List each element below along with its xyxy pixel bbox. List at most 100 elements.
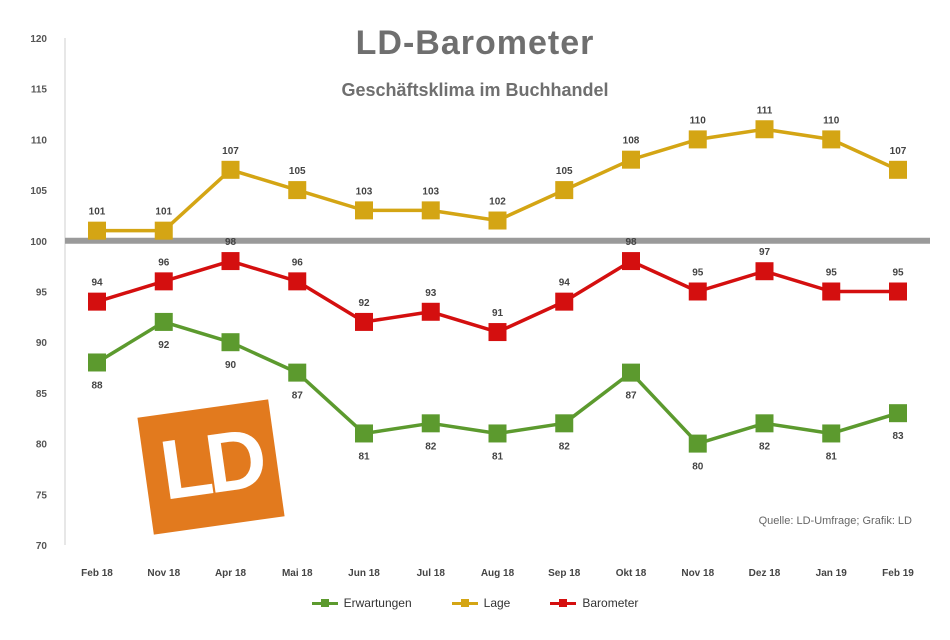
- legend-swatch-erwartungen: [311, 598, 338, 607]
- data-point-barometer: [555, 292, 574, 311]
- series-line-barometer: [96, 259, 898, 334]
- x-tick-label: Sep 18: [548, 568, 581, 579]
- data-point-lage: [288, 181, 307, 200]
- x-tick-label: Apr 18: [215, 568, 247, 579]
- data-point-barometer: [421, 302, 440, 321]
- data-point-barometer: [755, 262, 774, 281]
- data-label-erwartungen: 81: [358, 451, 370, 462]
- data-point-lage: [755, 120, 774, 139]
- legend-item-erwartungen: Erwartungen: [311, 596, 412, 610]
- data-label-erwartungen: 92: [158, 340, 170, 351]
- y-tick-label: 110: [31, 135, 48, 146]
- data-label-erwartungen: 80: [692, 462, 704, 473]
- y-tick-label: 85: [36, 389, 48, 400]
- data-point-lage: [488, 211, 507, 230]
- legend-item-barometer: Barometer: [550, 596, 638, 610]
- data-point-erwartungen: [288, 363, 307, 382]
- legend-label-barometer: Barometer: [582, 596, 639, 610]
- data-label-erwartungen: 90: [225, 360, 237, 371]
- y-tick-label: 120: [30, 34, 47, 45]
- data-label-barometer: 94: [559, 278, 571, 289]
- data-point-erwartungen: [88, 353, 106, 372]
- data-label-lage: 111: [757, 105, 773, 116]
- x-tick-label: Jan 19: [816, 568, 848, 579]
- x-tick-label: Okt 18: [616, 568, 647, 579]
- data-point-barometer: [488, 323, 507, 342]
- data-point-lage: [88, 221, 106, 240]
- data-label-erwartungen: 82: [425, 441, 437, 452]
- data-label-barometer: 92: [358, 298, 370, 309]
- y-tick-label: 75: [36, 490, 48, 501]
- legend-label-lage: Lage: [483, 596, 511, 610]
- chart-title: LD-Barometer: [355, 24, 595, 62]
- source-note: Quelle: LD-Umfrage; Grafik: LD: [758, 515, 912, 527]
- data-point-barometer: [688, 282, 707, 301]
- data-label-barometer: 95: [892, 268, 904, 279]
- data-label-lage: 110: [823, 115, 840, 126]
- legend-item-lage: Lage: [451, 596, 511, 610]
- data-label-barometer: 98: [625, 237, 637, 248]
- data-label-lage: 101: [89, 207, 106, 218]
- data-point-lage: [688, 130, 707, 149]
- y-tick-label: 115: [31, 85, 48, 96]
- data-point-lage: [154, 221, 173, 240]
- data-label-barometer: 96: [158, 257, 170, 268]
- data-label-lage: 105: [556, 166, 573, 177]
- x-tick-label: Jun 18: [348, 568, 380, 579]
- data-point-barometer: [822, 282, 841, 301]
- data-label-erwartungen: 83: [892, 431, 904, 442]
- data-label-barometer: 94: [91, 278, 103, 289]
- y-tick-label: 80: [36, 440, 48, 451]
- data-label-lage: 103: [356, 186, 373, 197]
- y-tick-label: 105: [30, 186, 47, 197]
- data-label-lage: 102: [489, 197, 506, 208]
- data-point-erwartungen: [488, 424, 507, 443]
- data-point-lage: [822, 130, 841, 149]
- data-point-lage: [555, 181, 574, 200]
- legend-label-erwartungen: Erwartungen: [343, 596, 412, 610]
- data-point-erwartungen: [822, 424, 841, 443]
- data-point-erwartungen: [688, 434, 707, 453]
- data-point-erwartungen: [889, 404, 907, 423]
- data-label-erwartungen: 87: [625, 391, 637, 402]
- data-point-erwartungen: [755, 414, 774, 433]
- data-point-lage: [889, 160, 907, 179]
- ld-logo: LD: [137, 399, 285, 535]
- legend-swatch-barometer: [550, 598, 577, 607]
- data-label-barometer: 97: [759, 247, 771, 258]
- data-label-erwartungen: 81: [492, 451, 504, 462]
- data-label-barometer: 93: [425, 288, 437, 299]
- data-point-erwartungen: [622, 363, 640, 382]
- data-point-lage: [221, 160, 240, 179]
- data-label-erwartungen: 82: [759, 441, 771, 452]
- data-point-erwartungen: [221, 333, 240, 352]
- data-label-erwartungen: 81: [826, 451, 838, 462]
- data-point-barometer: [154, 272, 173, 291]
- data-point-lage: [622, 150, 640, 169]
- legend: Erwartungen Lage Barometer: [0, 596, 950, 610]
- data-label-lage: 107: [890, 146, 907, 157]
- data-point-erwartungen: [154, 312, 173, 331]
- data-point-barometer: [355, 312, 373, 331]
- data-label-barometer: 98: [225, 237, 237, 248]
- x-tick-label: Feb 18: [81, 568, 113, 579]
- data-point-erwartungen: [421, 414, 440, 433]
- data-point-barometer: [221, 252, 240, 271]
- data-point-barometer: [288, 272, 307, 291]
- data-label-erwartungen: 82: [559, 441, 571, 452]
- data-label-lage: 101: [155, 207, 172, 218]
- data-label-lage: 105: [289, 166, 306, 177]
- x-tick-label: Jul 18: [417, 568, 446, 579]
- data-point-barometer: [622, 252, 640, 271]
- data-label-lage: 103: [422, 186, 439, 197]
- x-tick-label: Aug 18: [481, 568, 515, 579]
- data-point-lage: [421, 201, 440, 220]
- data-point-erwartungen: [355, 424, 373, 443]
- data-label-barometer: 91: [492, 308, 504, 319]
- data-label-lage: 107: [222, 146, 239, 157]
- data-label-lage: 110: [690, 115, 707, 126]
- legend-swatch-lage: [451, 598, 478, 607]
- data-label-barometer: 95: [826, 268, 838, 279]
- chart-subtitle: Geschäftsklima im Buchhandel: [341, 80, 609, 100]
